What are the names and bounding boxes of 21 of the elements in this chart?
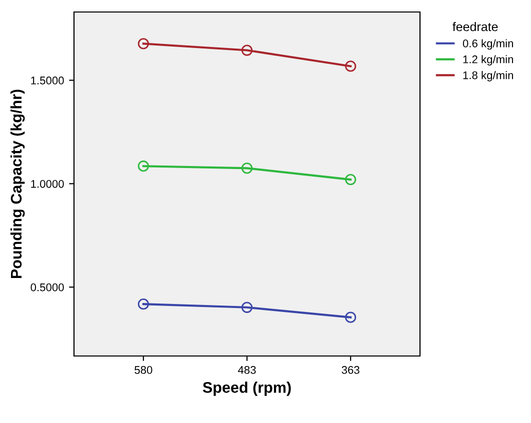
point bbox=[345, 60, 356, 72]
legend-label: 0.6 kg/min bbox=[462, 39, 514, 50]
y-tick-label: 1.5000 bbox=[31, 76, 64, 84]
point bbox=[138, 298, 149, 310]
point bbox=[138, 38, 149, 50]
legend-label: 1.8 kg/min bbox=[463, 71, 514, 82]
point bbox=[138, 160, 149, 172]
point bbox=[241, 162, 253, 174]
point bbox=[241, 44, 253, 56]
y-axis-title: Pounding Capacity (kg/hr) bbox=[10, 90, 25, 278]
x-axis-title: Speed (rpm) bbox=[202, 382, 291, 396]
y-tick-label: 0.5000 bbox=[30, 283, 64, 292]
x-tick-label: 483 bbox=[238, 366, 256, 374]
legend-label: 1.2 kg/min bbox=[463, 55, 514, 66]
legend-title: feedrate bbox=[452, 22, 498, 32]
point bbox=[241, 302, 253, 313]
x-tick-label: 580 bbox=[134, 366, 152, 374]
x-tick-label: 363 bbox=[342, 366, 360, 374]
point bbox=[345, 312, 356, 323]
point bbox=[345, 174, 356, 186]
y-tick-label: 1.0000 bbox=[31, 180, 64, 188]
